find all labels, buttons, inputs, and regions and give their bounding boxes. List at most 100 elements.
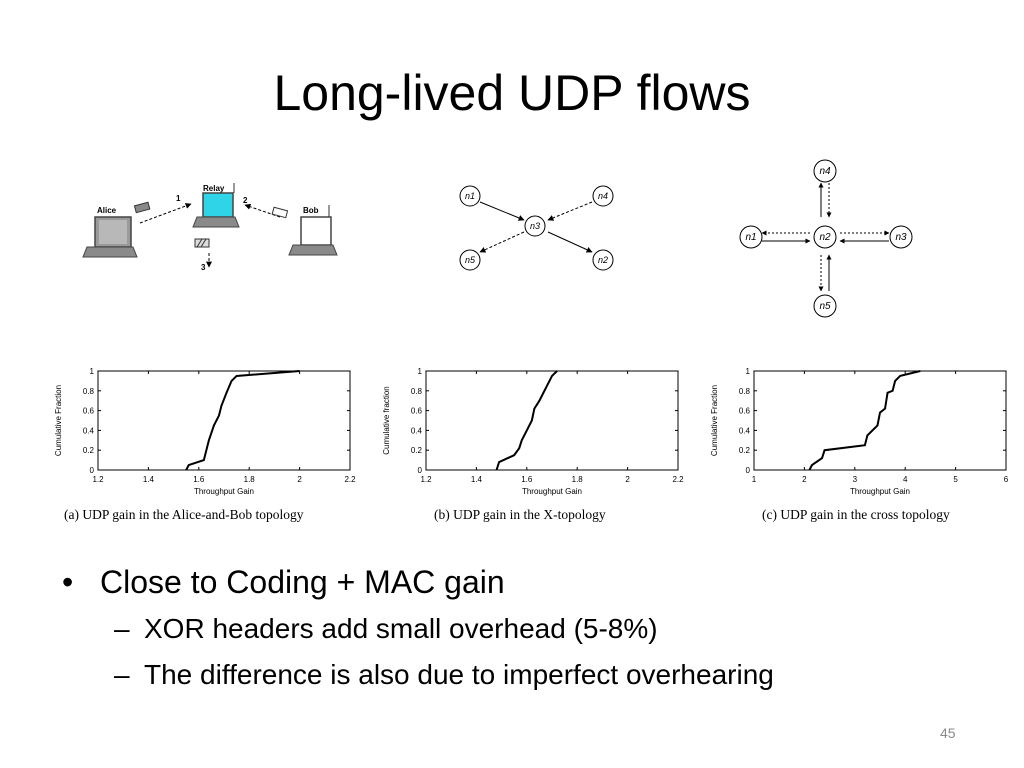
y-tick-label: 0.6 xyxy=(411,407,423,416)
coded-packet-icon xyxy=(194,238,210,248)
dash-icon: – xyxy=(114,659,130,690)
x-tick-label: 1.6 xyxy=(193,475,205,484)
node-n3: n3 xyxy=(889,225,913,249)
node-n3: n3 xyxy=(524,215,546,237)
bullet-list: • Close to Coding + MAC gain – XOR heade… xyxy=(62,558,1002,698)
slide-title: Long-lived UDP flows xyxy=(273,65,751,121)
x-tick-label: 2 xyxy=(802,475,807,484)
x-tick-label: 2.2 xyxy=(672,475,684,484)
svg-text:n3: n3 xyxy=(530,221,540,231)
y-tick-label: 0.4 xyxy=(411,426,423,435)
x-tick-label: 1.8 xyxy=(244,475,256,484)
x-tick-label: 1.4 xyxy=(143,475,155,484)
node-n2: n2 xyxy=(592,249,614,271)
plot-frame xyxy=(425,370,679,471)
bullet-dot-icon: • xyxy=(62,564,74,600)
cdf-series-line xyxy=(185,370,300,471)
bullet-item: • Close to Coding + MAC gain xyxy=(62,558,1002,606)
y-tick-label: 0.8 xyxy=(739,387,751,396)
svg-text:n1: n1 xyxy=(465,191,475,201)
svg-text:n4: n4 xyxy=(819,166,831,177)
cdf-series-line xyxy=(808,370,921,471)
y-axis-label: Cumulative Fraction xyxy=(54,385,63,456)
svg-text:n3: n3 xyxy=(895,232,907,243)
y-tick-label: 0.4 xyxy=(83,426,95,435)
x-tick-label: 1.8 xyxy=(572,475,584,484)
y-tick-label: 0 xyxy=(746,466,751,475)
y-tick-label: 0.2 xyxy=(83,446,95,455)
plot-frame xyxy=(97,370,351,471)
sub-bullet-item: – XOR headers add small overhead (5-8%) xyxy=(62,606,1002,652)
chart-caption-c: (c) UDP gain in the cross topology xyxy=(762,507,950,522)
node-n2: n2 xyxy=(813,225,837,249)
node-n4: n4 xyxy=(592,185,614,207)
svg-text:n1: n1 xyxy=(745,232,756,243)
y-axis-label: Cumulative fraction xyxy=(382,386,391,454)
x-tick-label: 6 xyxy=(1004,475,1009,484)
step-2-label: 2 xyxy=(243,196,248,205)
y-tick-label: 1 xyxy=(418,367,423,376)
cdf-chart-x-topology: 1.2 1.4 1.6 1.8 2 2.2 0 0.2 0.4 0.6 0.8 1 Throughput… xyxy=(382,367,684,496)
y-tick-label: 0.6 xyxy=(739,407,751,416)
sub-bullet-item: – The difference is also due to imperfec… xyxy=(62,652,1002,698)
bob-label: Bob xyxy=(303,206,319,215)
node-n5: n5 xyxy=(459,249,481,271)
relay-label: Relay xyxy=(203,184,225,193)
svg-text:n2: n2 xyxy=(819,232,831,243)
cdf-chart-alice-bob: 1.2 1.4 1.6 1.8 2 2.2 0 0.2 0.4 0.6 0.8 1 Throughput… xyxy=(54,367,356,496)
y-tick-label: 0.6 xyxy=(83,407,95,416)
x-tick-label: 1.4 xyxy=(471,475,483,484)
x-tick-label: 2 xyxy=(625,475,630,484)
chart-caption-b: (b) UDP gain in the X-topology xyxy=(434,507,606,522)
x-topology-diagram: n1 n4 n3 n5 n2 xyxy=(459,185,614,271)
dash-icon: – xyxy=(114,613,130,644)
x-tick-label: 4 xyxy=(903,475,908,484)
x-tick-label: 1 xyxy=(752,475,757,484)
bob-laptop-icon xyxy=(288,205,338,256)
y-tick-label: 1 xyxy=(746,367,751,376)
y-tick-label: 1 xyxy=(90,367,95,376)
x-tick-label: 3 xyxy=(853,475,858,484)
alice-bob-diagram: Alice 1 Relay 2 3 Bob xyxy=(82,183,338,272)
svg-text:n5: n5 xyxy=(819,301,831,312)
svg-text:n2: n2 xyxy=(598,255,608,265)
y-tick-label: 0.8 xyxy=(83,387,95,396)
x-axis-label: Throughput Gain xyxy=(194,487,254,496)
node-n4: n4 xyxy=(813,159,837,183)
x-axis-label: Throughput Gain xyxy=(522,487,582,496)
svg-text:n5: n5 xyxy=(465,255,476,265)
y-tick-label: 0.8 xyxy=(411,387,423,396)
cdf-series-line xyxy=(495,370,558,471)
node-n1: n1 xyxy=(739,225,763,249)
y-tick-label: 0.4 xyxy=(739,426,751,435)
step-3-label: 3 xyxy=(201,263,206,272)
y-tick-label: 0 xyxy=(90,466,95,475)
x-tick-label: 2 xyxy=(297,475,302,484)
bullet-text: Close to Coding + MAC gain xyxy=(100,564,505,600)
y-tick-label: 0.2 xyxy=(739,446,751,455)
x-tick-label: 5 xyxy=(953,475,958,484)
alice-label: Alice xyxy=(97,206,117,215)
relay-laptop-icon xyxy=(192,183,240,228)
node-n5: n5 xyxy=(813,294,837,318)
packet-icon xyxy=(271,206,289,219)
x-tick-label: 2.2 xyxy=(344,475,356,484)
svg-text:n4: n4 xyxy=(598,191,608,201)
x-tick-label: 1.2 xyxy=(420,475,432,484)
packet-icon xyxy=(133,201,151,214)
x-tick-label: 1.2 xyxy=(92,475,104,484)
x-axis-label: Throughput Gain xyxy=(850,487,910,496)
plot-frame xyxy=(753,370,1007,471)
sub-bullet-text: The difference is also due to imperfect … xyxy=(144,659,774,690)
page-number: 45 xyxy=(940,725,956,741)
y-axis-label: Cumulative Fraction xyxy=(710,385,719,456)
y-tick-label: 0.2 xyxy=(411,446,423,455)
cdf-chart-cross-topology: 1 2 3 4 5 6 0 0.2 0.4 0.6 0.8 1 Throughput Gain Cumul… xyxy=(710,367,1009,496)
node-n1: n1 xyxy=(459,185,481,207)
alice-laptop-icon xyxy=(82,216,138,258)
sub-bullet-text: XOR headers add small overhead (5-8%) xyxy=(144,613,658,644)
step-1-label: 1 xyxy=(176,194,181,203)
y-tick-label: 0 xyxy=(418,466,423,475)
chart-caption-a: (a) UDP gain in the Alice-and-Bob topolo… xyxy=(64,507,304,522)
cross-topology-diagram: n4 n1 n2 n3 n5 xyxy=(739,159,913,318)
